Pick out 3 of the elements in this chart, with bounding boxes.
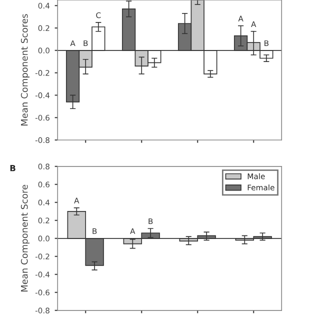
- y-axis-title: Mean Component Score: [20, 184, 30, 292]
- text: B: [10, 165, 16, 172]
- y-axis-title: Mean Component Scores: [20, 14, 30, 126]
